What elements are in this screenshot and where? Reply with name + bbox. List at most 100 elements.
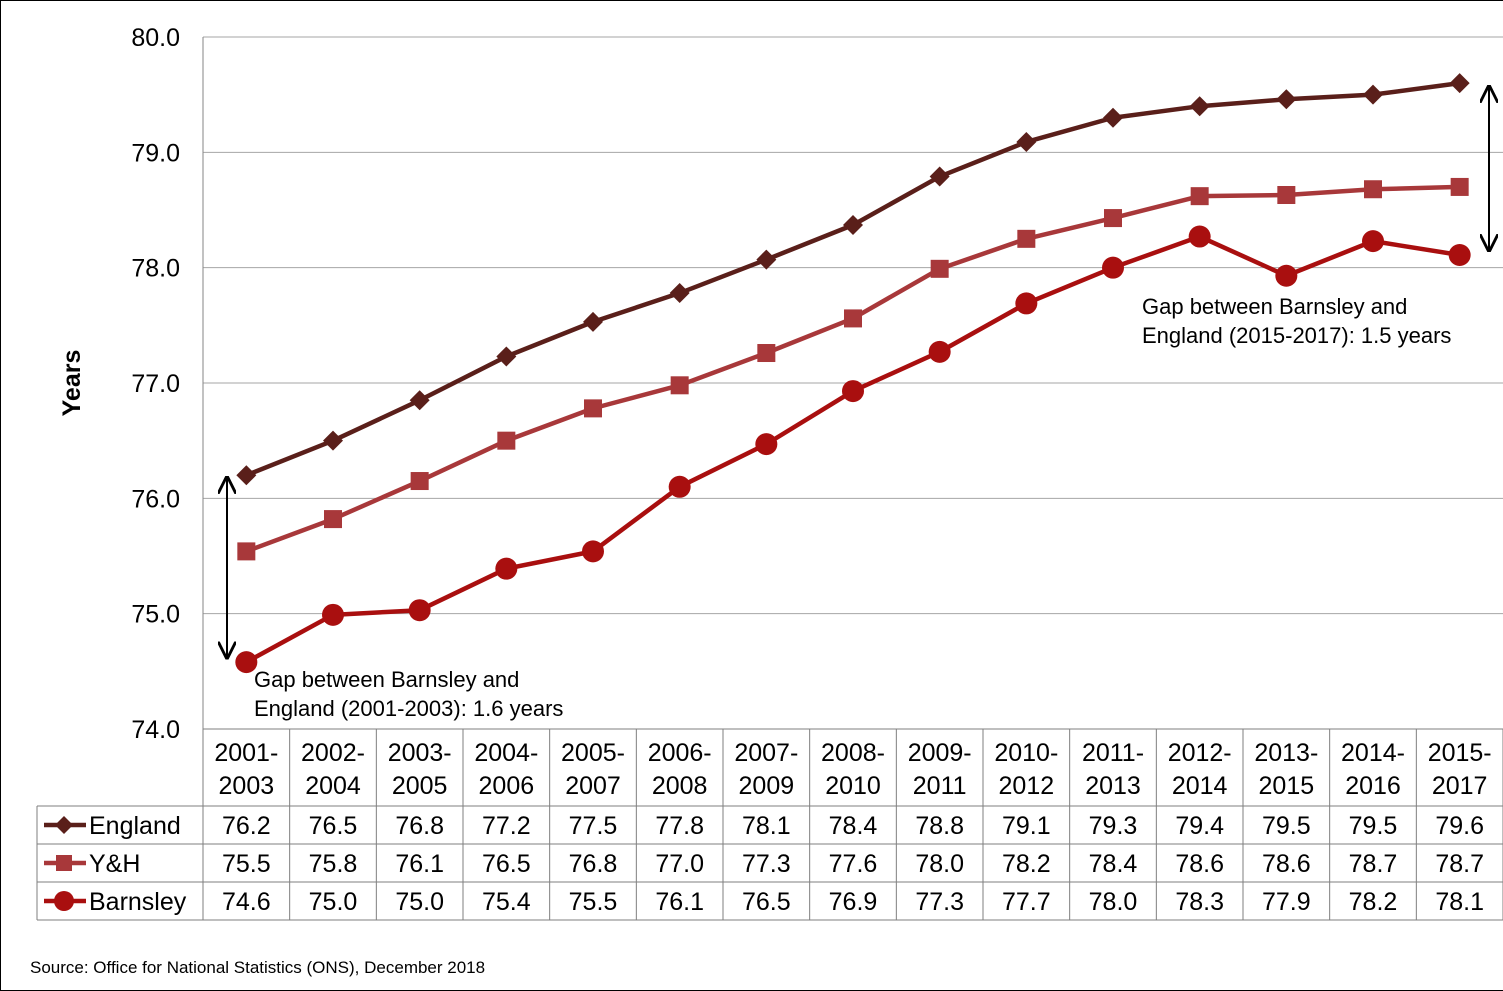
gap-annotation-2015-2017: Gap between Barnsley and [1142,294,1407,319]
data-point-barnsley [582,540,604,563]
data-point-england [583,311,603,332]
table-cell: 76.5 [309,812,358,840]
data-point-england [236,465,257,486]
data-point-y-h [1017,229,1036,248]
x-tick-label: 2014 [1172,772,1228,800]
data-point-england [1189,96,1210,117]
gap-annotation-2015-2017: England (2015-2017): 1.5 years [1142,323,1451,348]
table-cell: 77.8 [655,812,704,840]
table-cell: 79.6 [1435,812,1484,840]
table-cell: 78.4 [1089,850,1138,878]
table-cell: 76.8 [395,812,444,840]
table-cell: 76.9 [829,888,878,916]
y-tick-label: 79.0 [131,139,180,167]
table-cell: 78.7 [1349,850,1398,878]
data-point-y-h [757,344,776,363]
data-point-england [1363,84,1383,105]
table-cell: 79.5 [1262,812,1311,840]
x-tick-label: 2016 [1345,772,1401,800]
table-cell: 79.4 [1175,812,1224,840]
table-cell: 79.1 [1002,812,1051,840]
data-point-barnsley [1188,225,1211,248]
table-cell: 78.3 [1175,888,1224,916]
table-cell: 75.5 [222,850,271,878]
table-cell: 76.2 [222,812,271,840]
data-point-england [929,166,950,187]
x-tick-label: 2011- [1082,739,1144,767]
y-tick-label: 77.0 [131,370,180,398]
table-cell: 75.8 [309,850,358,878]
data-point-y-h [1104,209,1122,228]
y-tick-label: 80.0 [131,24,180,52]
x-tick-label: 2004 [305,772,361,800]
table-cell: 77.0 [655,850,704,878]
data-point-england [669,283,690,304]
table-cell: 78.6 [1175,850,1224,878]
table-cell: 78.8 [915,812,964,840]
table-cell: 78.1 [742,812,791,840]
table-cell: 78.2 [1002,850,1051,878]
y-tick-label: 76.0 [131,485,180,513]
data-point-barnsley [928,340,951,363]
x-tick-label: 2001- [214,739,278,767]
data-point-england [1103,107,1123,128]
y-tick-label: 78.0 [131,255,180,283]
x-tick-label: 2010- [994,739,1058,767]
table-cell: 78.4 [829,812,878,840]
x-tick-label: 2015 [1259,772,1315,800]
table-cell: 76.5 [482,850,531,878]
y-tick-label: 75.0 [131,601,180,629]
data-point-barnsley [1362,230,1384,253]
data-point-england [843,214,863,235]
data-point-barnsley [322,603,344,626]
data-point-barnsley [235,651,258,674]
table-cell: 76.8 [569,850,618,878]
table-cell: 77.7 [1002,888,1051,916]
table-cell: 78.7 [1435,850,1484,878]
y-axis-title: Years [58,350,86,417]
table-cell: 77.9 [1262,888,1311,916]
x-tick-label: 2007- [734,739,798,767]
x-tick-label: 2012- [1168,739,1232,767]
data-point-barnsley [1015,292,1038,315]
table-cell: 75.0 [395,888,444,916]
data-point-y-h [1450,177,1469,196]
data-point-y-h [670,376,689,395]
x-tick-label: 2009- [908,739,972,767]
table-cell: 78.1 [1435,888,1484,916]
x-tick-label: 2011 [913,772,967,800]
x-tick-label: 2003- [388,739,452,767]
data-point-england [756,249,777,270]
data-point-y-h [324,510,342,529]
data-point-y-h [237,542,256,561]
x-tick-label: 2013 [1085,772,1141,800]
data-point-barnsley [408,599,431,622]
legend-marker-england [55,816,73,834]
legend-marker-y-h [56,855,72,871]
x-tick-label: 2012 [999,772,1055,800]
data-point-y-h [844,309,862,328]
table-cell: 79.5 [1349,812,1398,840]
table-cell: 75.5 [569,888,618,916]
series-line-y-h [245,184,1460,554]
table-cell: 74.6 [222,888,271,916]
table-cell: 77.6 [829,850,878,878]
data-point-barnsley [668,475,691,498]
table-cell: 75.0 [309,888,358,916]
data-point-england [1449,73,1470,94]
table-cell: 77.3 [742,850,791,878]
table-cell: 78.0 [1089,888,1138,916]
data-point-y-h [1277,186,1296,205]
x-tick-label: 2017 [1432,772,1488,800]
data-point-y-h [930,259,949,278]
data-point-barnsley [495,557,518,580]
data-point-england [323,430,343,451]
data-point-barnsley [1275,264,1298,287]
table-cell: 76.1 [655,888,704,916]
table-cell: 78.0 [915,850,964,878]
data-point-y-h [1364,180,1382,199]
data-point-barnsley [755,433,778,456]
gap-annotation-2001-2003: England (2001-2003): 1.6 years [254,696,563,721]
data-point-y-h [497,431,516,450]
